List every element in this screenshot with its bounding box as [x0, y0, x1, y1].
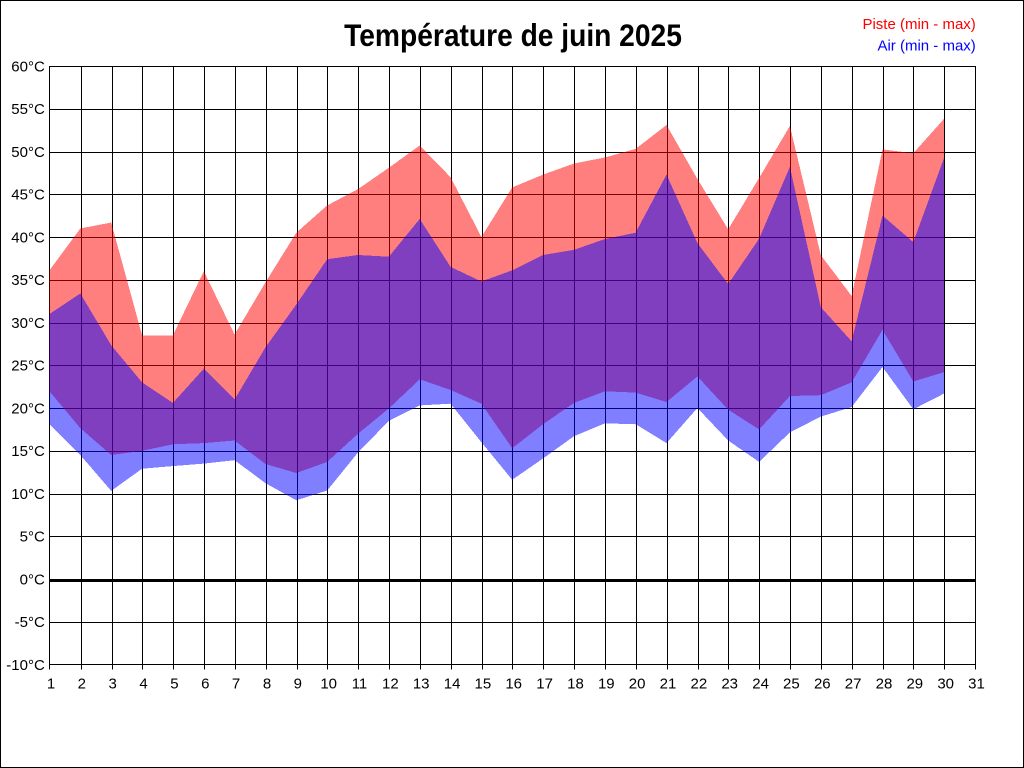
svg-text:-5°C: -5°C [15, 614, 45, 631]
svg-text:Piste (min - max): Piste (min - max) [862, 16, 975, 33]
svg-text:55°C: 55°C [11, 101, 45, 118]
svg-text:13: 13 [413, 676, 430, 693]
svg-text:45°C: 45°C [11, 187, 45, 204]
svg-text:25: 25 [783, 676, 800, 693]
svg-text:22: 22 [691, 676, 708, 693]
svg-text:18: 18 [567, 676, 584, 693]
svg-text:24: 24 [752, 676, 769, 693]
svg-text:16: 16 [505, 676, 522, 693]
svg-text:5: 5 [170, 676, 178, 693]
svg-text:9: 9 [294, 676, 302, 693]
svg-text:27: 27 [845, 676, 862, 693]
svg-text:26: 26 [814, 676, 831, 693]
svg-text:1: 1 [47, 676, 55, 693]
svg-text:Température de juin 2025: Température de juin 2025 [344, 18, 682, 53]
svg-text:6: 6 [201, 676, 209, 693]
svg-text:20°C: 20°C [11, 400, 45, 417]
svg-text:7: 7 [232, 676, 240, 693]
svg-text:12: 12 [382, 676, 399, 693]
svg-text:0°C: 0°C [20, 571, 45, 588]
svg-text:21: 21 [660, 676, 677, 693]
svg-text:20: 20 [629, 676, 646, 693]
svg-text:11: 11 [352, 676, 368, 693]
svg-text:30: 30 [937, 676, 954, 693]
svg-text:Air (min - max): Air (min - max) [877, 37, 975, 54]
svg-text:50°C: 50°C [11, 144, 45, 161]
svg-text:25°C: 25°C [11, 358, 45, 375]
svg-text:14: 14 [444, 676, 461, 693]
svg-text:8: 8 [263, 676, 271, 693]
svg-text:29: 29 [906, 676, 923, 693]
svg-text:30°C: 30°C [11, 315, 45, 332]
svg-text:15: 15 [475, 676, 492, 693]
svg-text:15°C: 15°C [11, 443, 45, 460]
svg-text:2: 2 [78, 676, 86, 693]
svg-text:28: 28 [876, 676, 893, 693]
svg-text:10: 10 [320, 676, 337, 693]
svg-text:-10°C: -10°C [6, 657, 45, 674]
svg-text:5°C: 5°C [20, 529, 45, 546]
svg-text:60°C: 60°C [11, 58, 45, 75]
svg-text:3: 3 [109, 676, 117, 693]
svg-text:19: 19 [598, 676, 615, 693]
svg-text:31: 31 [968, 676, 985, 693]
svg-text:4: 4 [139, 676, 147, 693]
svg-text:17: 17 [536, 676, 553, 693]
svg-text:10°C: 10°C [11, 486, 45, 503]
svg-text:23: 23 [721, 676, 738, 693]
svg-text:35°C: 35°C [11, 272, 45, 289]
svg-text:40°C: 40°C [11, 229, 45, 246]
